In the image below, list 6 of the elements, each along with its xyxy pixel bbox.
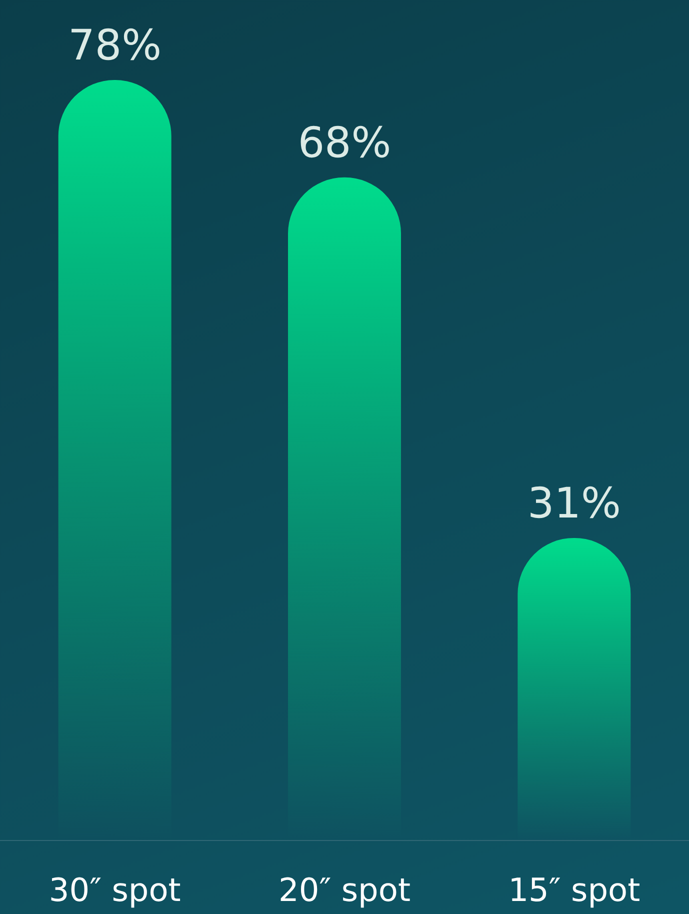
data-label: 68% [298, 118, 392, 167]
x-tick-label: 20″ spot [278, 871, 410, 909]
x-tick-label: 15″ spot [508, 871, 640, 909]
data-label: 78% [68, 20, 162, 70]
data-label: 31% [527, 478, 621, 528]
x-tick-label: 30″ spot [48, 871, 181, 909]
